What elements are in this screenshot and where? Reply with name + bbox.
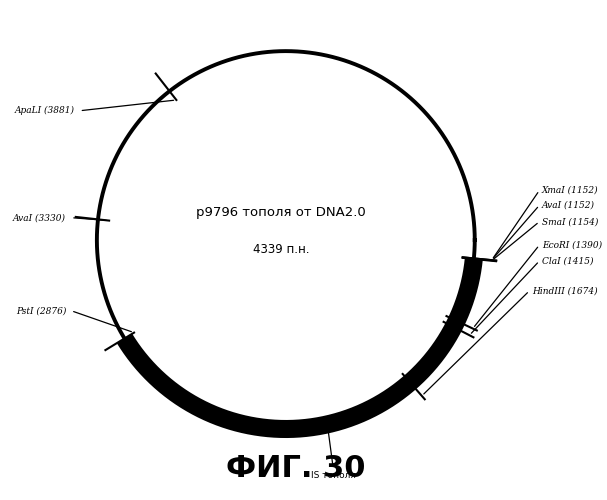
Text: EcoRI (1390): EcoRI (1390) bbox=[542, 240, 602, 250]
Text: p9796 тополя от DNA2.0: p9796 тополя от DNA2.0 bbox=[196, 206, 365, 219]
Text: IS тополя: IS тополя bbox=[311, 472, 356, 480]
Text: HindIII (1674): HindIII (1674) bbox=[532, 286, 597, 296]
Text: SmaI (1154): SmaI (1154) bbox=[542, 217, 599, 226]
Text: ApaLI (3881): ApaLI (3881) bbox=[15, 106, 75, 116]
Text: XmaI (1152): XmaI (1152) bbox=[542, 186, 599, 195]
Text: ФИГ. 30: ФИГ. 30 bbox=[226, 454, 365, 484]
Text: AvaI (3330): AvaI (3330) bbox=[13, 213, 66, 222]
Text: AvaI (1152): AvaI (1152) bbox=[542, 200, 595, 210]
Text: ClaI (1415): ClaI (1415) bbox=[542, 256, 594, 266]
Text: 4339 п.н.: 4339 п.н. bbox=[253, 244, 309, 256]
Text: PstI (2876): PstI (2876) bbox=[16, 306, 66, 315]
